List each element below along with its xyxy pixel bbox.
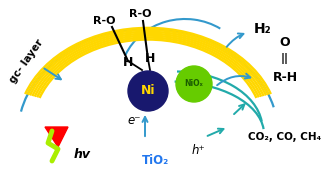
Text: ||: || (281, 53, 289, 64)
Text: CO₂, CO, CH₄: CO₂, CO, CH₄ (248, 132, 322, 142)
Text: TiO₂: TiO₂ (141, 154, 169, 167)
Text: H: H (123, 56, 133, 68)
Text: H₂: H₂ (254, 22, 271, 36)
Text: R-H: R-H (272, 71, 298, 84)
Text: R-O: R-O (93, 16, 115, 26)
Text: Ni: Ni (141, 84, 155, 98)
Text: H: H (145, 53, 155, 66)
Text: h⁺: h⁺ (191, 145, 205, 157)
Text: gc- layer: gc- layer (8, 37, 45, 85)
Text: hv: hv (74, 147, 90, 160)
Polygon shape (45, 127, 68, 147)
Text: O: O (280, 36, 290, 49)
Text: NiOₓ: NiOₓ (184, 80, 203, 88)
Circle shape (128, 71, 168, 111)
Text: R-O: R-O (129, 9, 151, 19)
Text: e⁻: e⁻ (127, 115, 141, 128)
Circle shape (176, 66, 212, 102)
